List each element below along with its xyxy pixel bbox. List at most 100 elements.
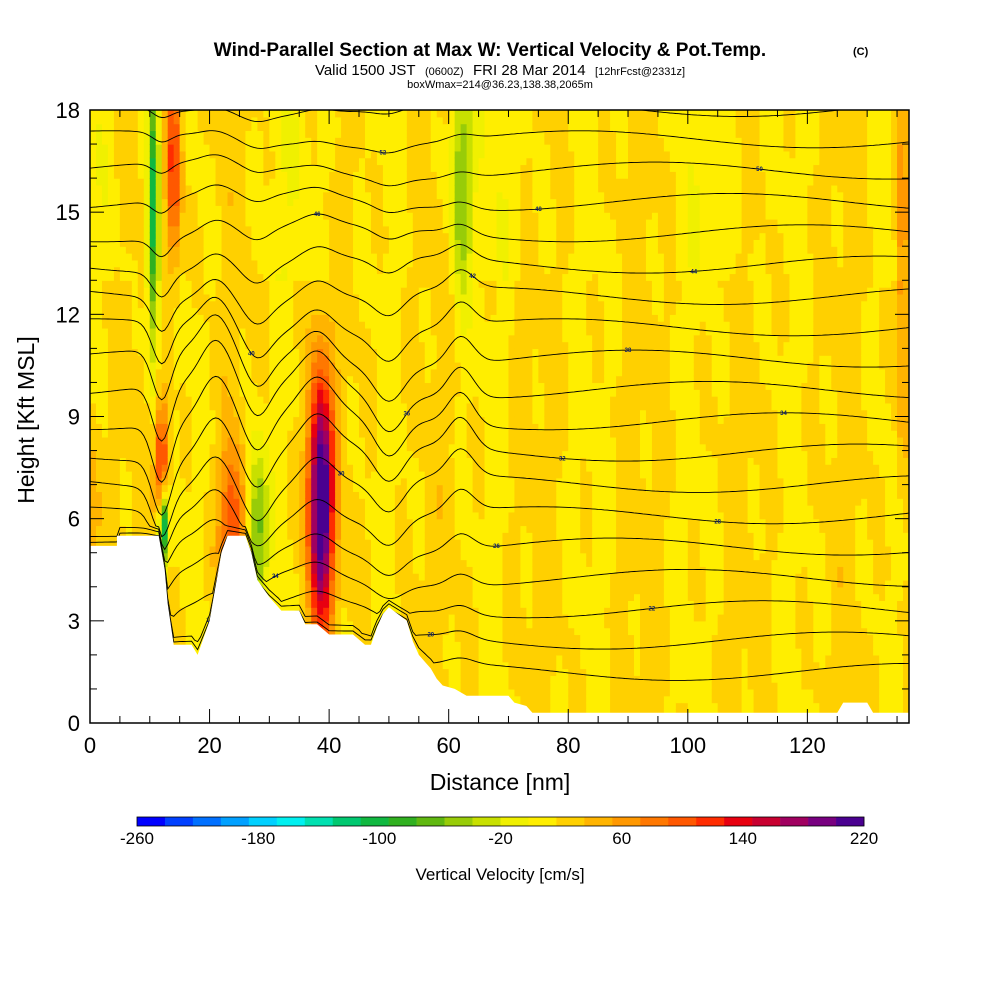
- w-cell: [137, 110, 145, 118]
- w-cell: [245, 498, 253, 506]
- w-cell: [281, 293, 288, 302]
- w-cell: [281, 239, 288, 247]
- w-cell: [293, 396, 300, 404]
- w-cell: [388, 443, 396, 452]
- w-cell: [131, 443, 139, 452]
- w-cell: [167, 470, 175, 479]
- w-cell: [382, 545, 390, 554]
- w-cell: [335, 614, 342, 622]
- w-cell: [191, 634, 199, 642]
- w-cell: [329, 443, 336, 452]
- w-cell: [400, 409, 408, 418]
- w-cell: [185, 511, 193, 520]
- w-cell: [299, 532, 306, 540]
- w-cell: [311, 178, 318, 186]
- w-cell: [113, 457, 121, 465]
- w-cell: [305, 205, 312, 213]
- w-cell: [257, 498, 264, 506]
- w-cell: [281, 430, 288, 438]
- w-cell: [257, 191, 264, 200]
- w-cell: [185, 184, 193, 193]
- w-cell: [251, 116, 258, 125]
- w-cell: [125, 259, 133, 268]
- w-cell: [185, 593, 193, 601]
- w-cell: [364, 123, 372, 132]
- w-cell: [341, 348, 348, 356]
- w-cell: [131, 280, 139, 288]
- w-cell: [90, 368, 97, 377]
- w-cell: [119, 150, 127, 159]
- w-cell: [179, 334, 187, 343]
- w-cell: [179, 559, 187, 567]
- w-cell: [179, 607, 187, 615]
- w-cell: [287, 505, 294, 513]
- w-cell: [293, 552, 300, 561]
- w-cell: [311, 505, 318, 513]
- w-cell: [251, 430, 258, 438]
- w-cell: [107, 307, 115, 315]
- w-cell: [185, 423, 193, 431]
- w-cell: [137, 178, 145, 186]
- w-cell: [203, 205, 211, 213]
- w-cell: [125, 525, 133, 533]
- w-cell: [323, 443, 330, 452]
- w-cell: [406, 402, 414, 411]
- w-cell: [245, 116, 253, 125]
- w-cell: [412, 362, 420, 370]
- w-cell: [388, 137, 396, 145]
- w-cell: [227, 368, 235, 377]
- w-cell: [161, 511, 169, 520]
- w-cell: [269, 137, 276, 145]
- w-cell: [364, 130, 372, 138]
- w-cell: [394, 116, 402, 125]
- w-cell: [311, 130, 318, 138]
- w-cell: [418, 641, 426, 649]
- w-cell: [215, 382, 223, 390]
- w-cell: [287, 464, 294, 472]
- w-cell: [131, 334, 139, 343]
- w-cell: [215, 470, 223, 479]
- w-cell: [125, 184, 133, 193]
- w-cell: [245, 321, 253, 329]
- w-cell: [287, 375, 294, 384]
- w-cell: [143, 157, 151, 166]
- w-cell: [299, 232, 306, 241]
- w-cell: [197, 287, 205, 295]
- w-cell: [143, 430, 151, 438]
- w-cell: [376, 464, 384, 472]
- w-cell: [239, 464, 247, 472]
- w-cell: [412, 287, 420, 295]
- w-cell: [335, 137, 342, 145]
- w-cell: [317, 505, 324, 513]
- w-cell: [299, 116, 306, 125]
- w-cell: [197, 443, 205, 452]
- w-cell: [209, 579, 217, 588]
- w-cell: [191, 184, 199, 193]
- w-cell: [406, 573, 414, 581]
- w-cell: [101, 430, 109, 438]
- w-cell: [197, 627, 205, 636]
- w-cell: [376, 532, 384, 540]
- w-cell: [137, 137, 145, 145]
- w-cell: [275, 545, 282, 554]
- w-cell: [143, 348, 151, 356]
- w-cell: [364, 443, 372, 452]
- w-cell: [131, 253, 139, 261]
- w-cell: [107, 110, 115, 118]
- w-cell: [257, 450, 264, 458]
- w-cell: [305, 348, 312, 356]
- w-cell: [400, 505, 408, 513]
- w-cell: [299, 293, 306, 302]
- w-cell: [382, 566, 390, 574]
- w-cell: [317, 396, 324, 404]
- w-cell: [400, 559, 408, 567]
- w-cell: [257, 491, 264, 499]
- w-cell: [227, 150, 235, 159]
- w-cell: [263, 293, 270, 302]
- w-cell: [359, 525, 366, 533]
- w-cell: [167, 348, 175, 356]
- w-cell: [101, 539, 109, 547]
- w-cell: [317, 593, 324, 601]
- w-cell: [101, 402, 109, 411]
- w-cell: [233, 293, 241, 302]
